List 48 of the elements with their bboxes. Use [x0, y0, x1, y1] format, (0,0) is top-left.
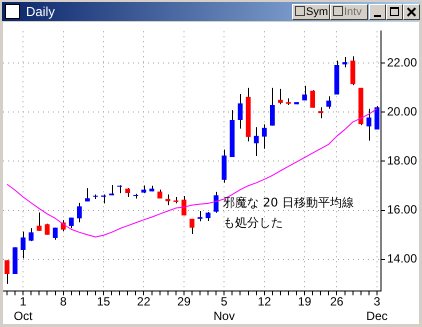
candlestick — [85, 188, 90, 202]
y-tick-label: 14.00 — [386, 252, 418, 266]
x-tick-label: 22 — [137, 294, 151, 309]
candlestick — [350, 56, 356, 86]
y-tick-label: 22.00 — [386, 55, 418, 70]
candlestick — [206, 211, 210, 222]
candlestick — [165, 194, 170, 206]
candlestick — [182, 196, 186, 216]
candlestick — [68, 217, 74, 229]
candlestick — [238, 93, 243, 130]
candlestick — [310, 90, 316, 108]
x-tick-label: 29 — [177, 294, 191, 309]
x-tick-label: 19 — [298, 294, 312, 309]
x-tick-label: 1 Oct — [14, 294, 34, 324]
text: Sym — [292, 4, 330, 20]
x-tick-label: 8 — [60, 294, 67, 309]
x-tick-label: 5 Nov — [213, 294, 235, 324]
y-tick-label: 20.00 — [386, 104, 418, 118]
x-tick-label: 26 — [330, 294, 344, 309]
candlestick — [109, 184, 114, 196]
x-tick-label: 15 — [96, 294, 111, 309]
chart-title: Daily — [26, 4, 55, 19]
candlestick — [4, 260, 10, 284]
candlestick — [76, 202, 82, 223]
annotation: 邪魔な 20 日移動平均線も処分した — [223, 195, 354, 230]
candlestick — [198, 210, 202, 222]
candlestick — [318, 106, 324, 119]
candlestick — [36, 212, 42, 232]
candlestick — [190, 218, 194, 235]
candlestick — [278, 88, 283, 105]
candlestick — [270, 87, 275, 126]
candlestick — [214, 191, 219, 214]
candlestick — [117, 184, 122, 194]
candlestick — [20, 231, 26, 259]
candlestick — [254, 126, 259, 157]
candlestick — [342, 56, 348, 68]
text: Intv — [330, 4, 368, 20]
x-tick-label: 12 — [258, 294, 272, 309]
candlestick — [326, 96, 332, 110]
y-tick-label: 18.00 — [386, 154, 418, 168]
candlestick — [52, 227, 58, 240]
x-tick-label: 3 Dec — [366, 294, 388, 324]
candlestick — [44, 223, 50, 236]
candlestick — [262, 124, 267, 150]
y-tick-label: 16.00 — [386, 202, 418, 217]
candlestick — [302, 85, 307, 101]
candlestick — [366, 108, 372, 142]
candlestick — [28, 228, 34, 242]
